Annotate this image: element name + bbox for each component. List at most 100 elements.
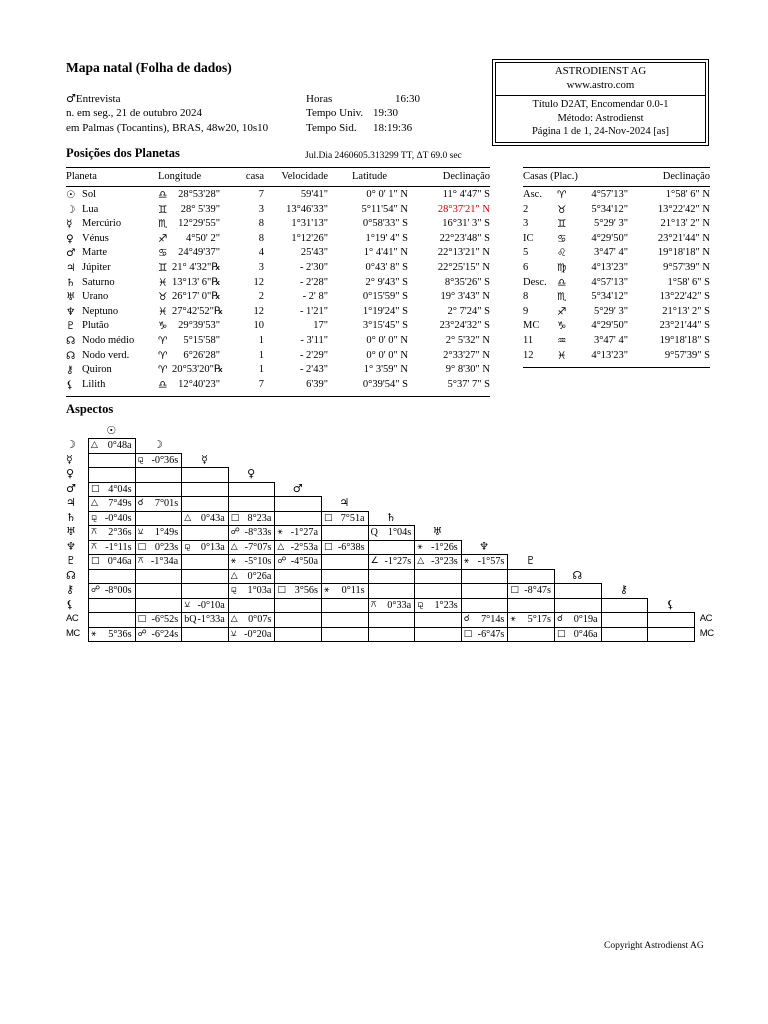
order-title-line: Título D2AT, Encomendar 0.0-1 (532, 99, 669, 110)
house-longitude: 5°34'12" (591, 291, 628, 303)
planet-house: 12 (253, 305, 265, 317)
aspect-cell-saturn-mercury: △ 0°43a (181, 510, 229, 526)
aspect-orb-value: 3°56s (294, 585, 318, 596)
planet-longitude: 26°17' 0"℞ (172, 291, 221, 303)
aspect-cell-empty (181, 626, 229, 642)
planet-declination: 2°33'27" N (443, 349, 490, 361)
planet-icon-nodo-medio: ☊ (66, 334, 76, 347)
aspect-square-icon: □ (324, 512, 333, 523)
planet-diagonal-glyph-saturn: ♄ (385, 510, 396, 524)
aspect-square-icon: □ (230, 512, 240, 523)
house-longitude: 5°29' 3" (593, 305, 628, 317)
aspect-sextile-icon: ⚹ (463, 556, 470, 566)
planet-icon-venus: ♀ (66, 232, 74, 245)
aspect-orb-value: -8°47s (524, 585, 551, 596)
aspect-cell-empty (414, 612, 462, 628)
aspect-cell-empty (88, 612, 136, 628)
planet-latitude: 1° 4'41" N (363, 247, 408, 259)
aspect-square-icon: □ (91, 483, 100, 494)
aspect-orb-value: 0°26a (247, 570, 272, 582)
planet-speed: 59'41" (300, 189, 328, 200)
aspect-cell-mc-venus: ⚺ -0°20a (227, 626, 276, 642)
aspect-cell-empty (88, 597, 136, 613)
aspect-cell-mc-neptune: □ -6°47s (460, 626, 509, 642)
planet-icon-jupiter: ♃ (66, 261, 76, 274)
house-longitude: 5°29' 3" (593, 218, 628, 230)
method-line: Método: Astrodienst (557, 112, 644, 124)
zodiac-sign-icon: ♉ (158, 291, 168, 304)
planet-diagonal-glyph-pluto: ♇ (525, 554, 536, 567)
aspect-quincunx-icon: ⚻ (137, 556, 144, 566)
aspect-row-label-right-ac: AC (699, 613, 713, 624)
aspect-cell-empty (600, 597, 649, 613)
house-label: IC (523, 232, 534, 244)
planet-name: Lua (82, 203, 99, 215)
planet-declination: 16°31' 3" S (442, 218, 490, 230)
aspect-sesquiquadrate-icon: ⚼ (230, 585, 238, 595)
zodiac-sign-icon: ♓ (158, 276, 168, 289)
aspect-cell-empty (367, 626, 416, 642)
aspect-cell-neptune-moon: □ 0°23s (134, 539, 183, 555)
aspect-cell-chiron-sun: ☍ -8°00s (88, 583, 136, 599)
aspect-cell-empty (88, 568, 136, 584)
house-label: 11 (523, 334, 534, 346)
house-label: Desc. (523, 276, 547, 288)
aspect-row-label-node: ☊ (66, 568, 76, 582)
aspect-sextile-icon: ⚹ (277, 527, 283, 537)
male-gender-icon: ♂ (66, 92, 76, 105)
aspect-square-icon: □ (510, 585, 519, 595)
copyright-note: Copyright Astrodienst AG (604, 941, 704, 951)
aspect-cell-empty (227, 481, 276, 497)
planet-latitude: 1°19' 4" S (365, 232, 408, 244)
planet-diagonal-glyph-neptune: ♆ (479, 539, 490, 553)
times-block: Horas 16:30 Tempo Univ. 19:30 Tempo Sid.… (306, 92, 420, 135)
time-label: Tempo Univ. (306, 107, 364, 120)
aspect-cell-empty (181, 568, 229, 584)
planet-speed: 6'39" (306, 378, 328, 390)
aspect-square-icon: □ (277, 585, 286, 595)
planet-longitude: 29°39'53" (178, 320, 220, 332)
aspect-cell-empty (134, 597, 183, 613)
aspect-cell-mc-sun: ⚹ 5°36s (88, 626, 136, 642)
zodiac-sign-icon: ♎ (557, 276, 567, 289)
aspect-conjunction-icon: ☌ (463, 614, 470, 624)
planet-diagonal-glyph-sun: ☉ (106, 424, 117, 437)
zodiac-sign-icon: ♓ (557, 349, 567, 362)
planet-name: Marte (82, 247, 108, 259)
aspect-cell-empty (414, 626, 462, 642)
planet-house: 1 (258, 364, 264, 376)
planet-house: 1 (258, 349, 264, 361)
planet-icon-lua: ☽ (66, 203, 76, 216)
aspect-orb-value: 4°04s (108, 483, 132, 495)
page-line: Página 1 de 1, 24-Nov-2024 [as] (531, 126, 670, 137)
aspect-row-label-venus: ♀ (66, 467, 75, 480)
planet-name: Lilith (82, 378, 106, 390)
aspect-cell-ac-mercury: bQ -1°33a (181, 612, 229, 628)
zodiac-sign-icon: ♐ (557, 305, 567, 318)
planet-icon-nodo-verd: ☊ (66, 349, 76, 362)
house-label: 12 (523, 349, 534, 361)
house-declination: 1°58' 6" N (665, 189, 710, 200)
planet-declination: 19° 3'43" N (440, 291, 490, 303)
house-longitude: 4°29'50" (591, 232, 628, 244)
planet-diagonal-glyph-venus: ♀ (247, 467, 256, 480)
planet-icon-mercurio: ☿ (66, 218, 73, 231)
aspect-cell-empty (414, 568, 462, 584)
aspect-cell-chiron-jupiter: ⚹ 0°11s (321, 583, 369, 599)
aspect-orb-value: -1°27s (384, 556, 412, 567)
aspect-cell-empty (600, 612, 649, 628)
aspect-grid: ☉ ☽ △ 0°48a ☽ ☿ ⚼ -0°36s ☿ ♀ ♀ ♂ □ 4°04s ♂ ♃ △ 7°49s ☌ 7°01… (66, 424, 746, 646)
planet-row-plutao: ♇ Plutão ♑ 29°39'53" 10 17" 3°15'45" S 23°24'32… (66, 319, 490, 334)
aspect-orb-value: 0°48a (107, 440, 132, 451)
planet-diagonal-glyph-uranus: ♅ (432, 525, 443, 538)
page-title: Mapa natal (Folha de dados) (66, 60, 232, 75)
aspect-cell-uranus-venus: ☍ -8°33s (227, 525, 276, 541)
planet-icon-sol: ☉ (66, 189, 76, 201)
aspect-cell-uranus-sun: ⚻ 2°36s (88, 525, 136, 541)
aspect-row-label-neptune: ♆ (66, 539, 76, 553)
order-details: Título D2AT, Encomendar 0.0-1 Método: As… (496, 96, 705, 142)
aspect-cell-ac-pluto: ⚹ 5°17s (507, 612, 555, 628)
aspect-cell-empty (88, 452, 136, 468)
planet-house: 8 (258, 218, 264, 230)
zodiac-sign-icon: ♓ (158, 305, 168, 318)
